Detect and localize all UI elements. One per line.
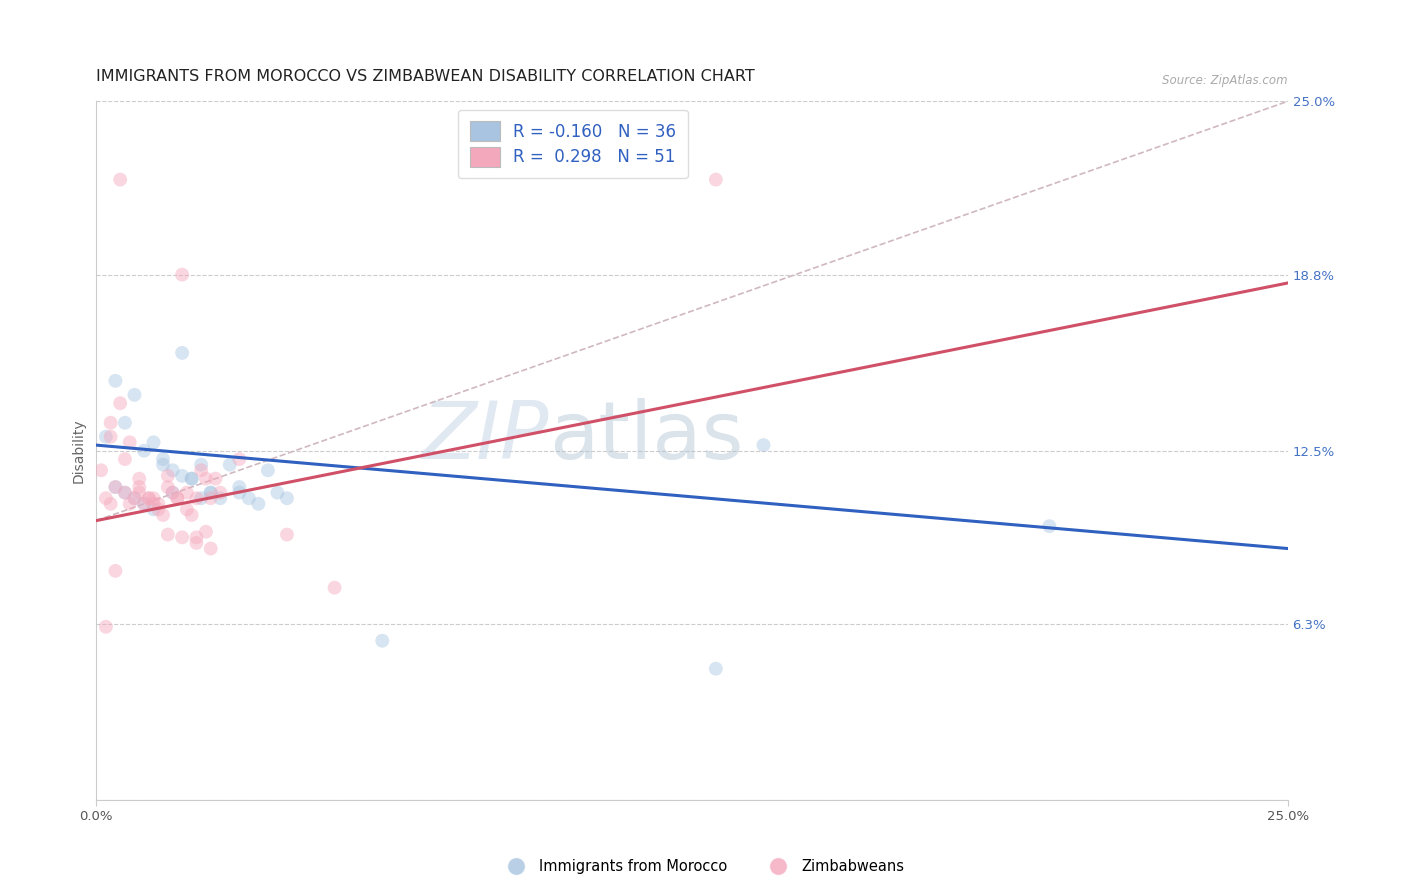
Point — [257, 463, 280, 477]
Point — [186, 491, 208, 506]
Text: ZIP: ZIP — [422, 398, 550, 475]
Point — [200, 485, 222, 500]
Point — [94, 430, 117, 444]
Point — [142, 502, 165, 516]
Point — [200, 491, 222, 506]
Point — [266, 485, 288, 500]
Point — [172, 530, 194, 544]
Point — [124, 491, 146, 506]
Point — [1038, 519, 1060, 533]
Point — [114, 416, 136, 430]
Point — [142, 497, 165, 511]
Point — [94, 620, 117, 634]
Point — [166, 491, 188, 506]
Point — [200, 485, 222, 500]
Point — [152, 458, 174, 472]
Point — [124, 491, 146, 506]
Point — [276, 491, 298, 506]
Point — [238, 491, 260, 506]
Y-axis label: Disability: Disability — [72, 418, 86, 483]
Point — [752, 438, 775, 452]
Point — [104, 480, 127, 494]
Point — [128, 485, 150, 500]
Point — [209, 485, 232, 500]
Point — [204, 472, 226, 486]
Point — [100, 416, 122, 430]
Point — [228, 485, 250, 500]
Point — [94, 491, 117, 506]
Text: IMMIGRANTS FROM MOROCCO VS ZIMBABWEAN DISABILITY CORRELATION CHART: IMMIGRANTS FROM MOROCCO VS ZIMBABWEAN DI… — [97, 69, 755, 84]
Point — [156, 468, 179, 483]
Point — [104, 374, 127, 388]
Text: Source: ZipAtlas.com: Source: ZipAtlas.com — [1161, 74, 1288, 87]
Point — [209, 491, 232, 506]
Point — [200, 541, 222, 556]
Point — [218, 458, 240, 472]
Point — [276, 527, 298, 541]
Point — [162, 485, 184, 500]
Point — [118, 497, 141, 511]
Point — [142, 491, 165, 506]
Point — [108, 172, 131, 186]
Point — [138, 491, 160, 506]
Point — [152, 508, 174, 522]
Point — [142, 435, 165, 450]
Point — [186, 530, 208, 544]
Point — [371, 633, 394, 648]
Point — [180, 472, 202, 486]
Point — [114, 452, 136, 467]
Point — [108, 396, 131, 410]
Point — [148, 502, 170, 516]
Point — [128, 472, 150, 486]
Point — [247, 497, 270, 511]
Point — [132, 497, 155, 511]
Point — [138, 491, 160, 506]
Point — [156, 480, 179, 494]
Point — [128, 480, 150, 494]
Point — [323, 581, 346, 595]
Legend: Immigrants from Morocco, Zimbabweans: Immigrants from Morocco, Zimbabweans — [495, 854, 911, 880]
Point — [162, 463, 184, 477]
Point — [166, 491, 188, 506]
Point — [172, 468, 194, 483]
Point — [172, 268, 194, 282]
Point — [152, 452, 174, 467]
Text: atlas: atlas — [550, 398, 744, 475]
Point — [104, 564, 127, 578]
Point — [100, 430, 122, 444]
Point — [148, 497, 170, 511]
Point — [156, 527, 179, 541]
Point — [90, 463, 112, 477]
Point — [186, 536, 208, 550]
Point — [118, 435, 141, 450]
Point — [176, 485, 198, 500]
Point — [704, 172, 727, 186]
Point — [190, 463, 212, 477]
Point — [228, 480, 250, 494]
Point — [172, 346, 194, 360]
Point — [114, 485, 136, 500]
Point — [114, 485, 136, 500]
Point — [162, 485, 184, 500]
Point — [194, 524, 217, 539]
Point — [176, 502, 198, 516]
Point — [228, 452, 250, 467]
Point — [132, 497, 155, 511]
Point — [124, 388, 146, 402]
Point — [180, 508, 202, 522]
Point — [100, 497, 122, 511]
Point — [194, 472, 217, 486]
Point — [180, 472, 202, 486]
Point — [190, 458, 212, 472]
Point — [104, 480, 127, 494]
Point — [704, 662, 727, 676]
Point — [190, 491, 212, 506]
Point — [132, 443, 155, 458]
Legend: R = -0.160   N = 36, R =  0.298   N = 51: R = -0.160 N = 36, R = 0.298 N = 51 — [458, 110, 688, 178]
